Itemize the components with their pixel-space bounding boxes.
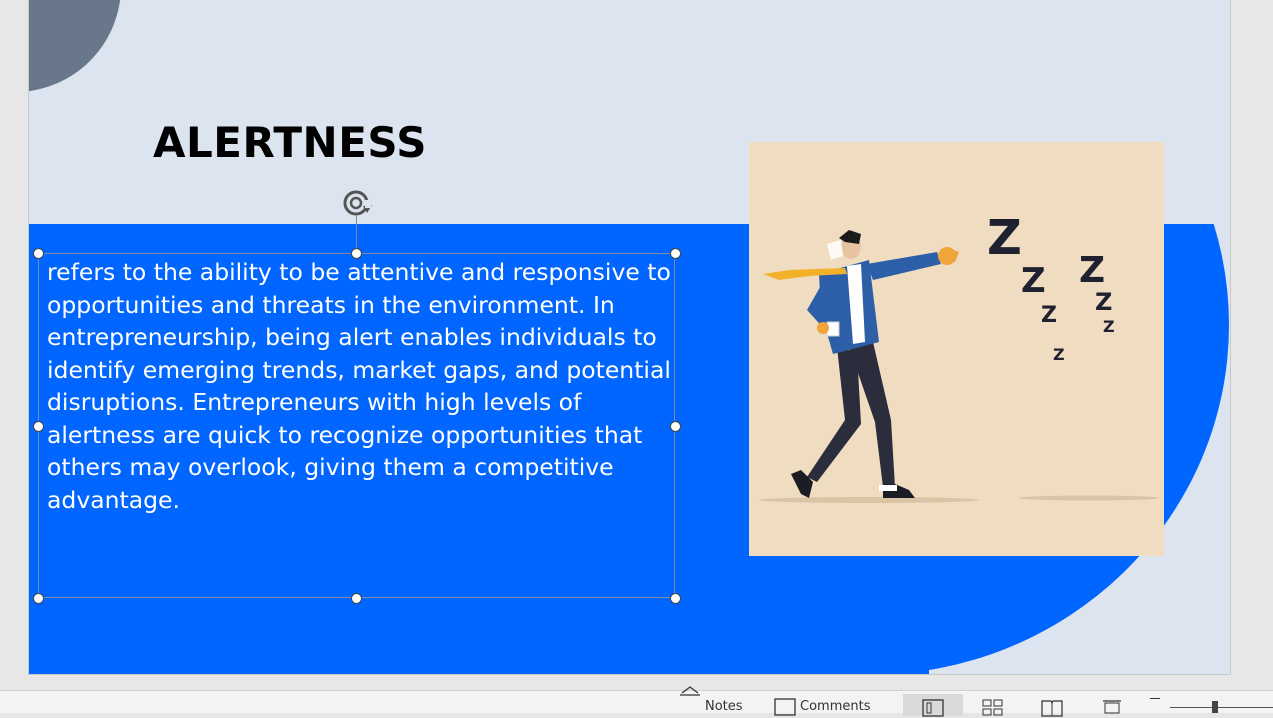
text-selection-frame[interactable]: [38, 253, 675, 598]
reading-view-button[interactable]: [1022, 694, 1082, 717]
notes-label: Notes: [705, 699, 743, 714]
caret-up-icon: [680, 686, 700, 696]
zoom-thumb[interactable]: [1212, 701, 1218, 713]
zoom-out-icon[interactable]: [1150, 698, 1160, 699]
rotate-handle-icon[interactable]: [341, 186, 375, 220]
comment-icon: [774, 698, 796, 716]
resize-handle-top-middle[interactable]: [351, 248, 362, 259]
svg-text:Z: Z: [1095, 288, 1112, 316]
svg-text:Z: Z: [1079, 250, 1105, 291]
resize-handle-top-right[interactable]: [670, 248, 681, 259]
resize-handle-top-left[interactable]: [33, 248, 44, 259]
svg-text:Z: Z: [1021, 261, 1046, 301]
normal-view-button[interactable]: [903, 694, 963, 717]
slide-title[interactable]: ALERTNESS: [153, 118, 428, 167]
normal-view-icon: [922, 699, 944, 717]
zoom-track[interactable]: [1170, 707, 1273, 708]
resize-handle-middle-left[interactable]: [33, 421, 44, 432]
resize-handle-bottom-middle[interactable]: [351, 593, 362, 604]
svg-text:Z: Z: [1053, 345, 1065, 364]
resize-handle-middle-right[interactable]: [670, 421, 681, 432]
businessman-sleep-illustration[interactable]: Z Z Z Z Z Z Z: [749, 142, 1164, 556]
slide-canvas: ALERTNESS refers to the ability to be at…: [29, 0, 1230, 674]
slide-sorter-icon: [982, 699, 1003, 716]
svg-text:Z: Z: [1103, 317, 1115, 336]
svg-text:Z: Z: [1041, 303, 1057, 328]
rotation-connector: [356, 216, 357, 250]
slide-show-icon: [1103, 700, 1121, 714]
slide-show-button[interactable]: [1082, 694, 1142, 716]
slide-sorter-view-button[interactable]: [963, 694, 1023, 716]
body-text-box[interactable]: refers to the ability to be attentive an…: [47, 258, 671, 514]
comments-label: Comments: [800, 699, 871, 714]
reading-view-icon: [1041, 700, 1063, 717]
slide[interactable]: ALERTNESS refers to the ability to be at…: [29, 0, 1230, 674]
resize-handle-bottom-right[interactable]: [670, 593, 681, 604]
status-bar: Notes Comments: [0, 686, 1273, 717]
svg-text:Z: Z: [987, 210, 1022, 266]
resize-handle-bottom-left[interactable]: [33, 593, 44, 604]
